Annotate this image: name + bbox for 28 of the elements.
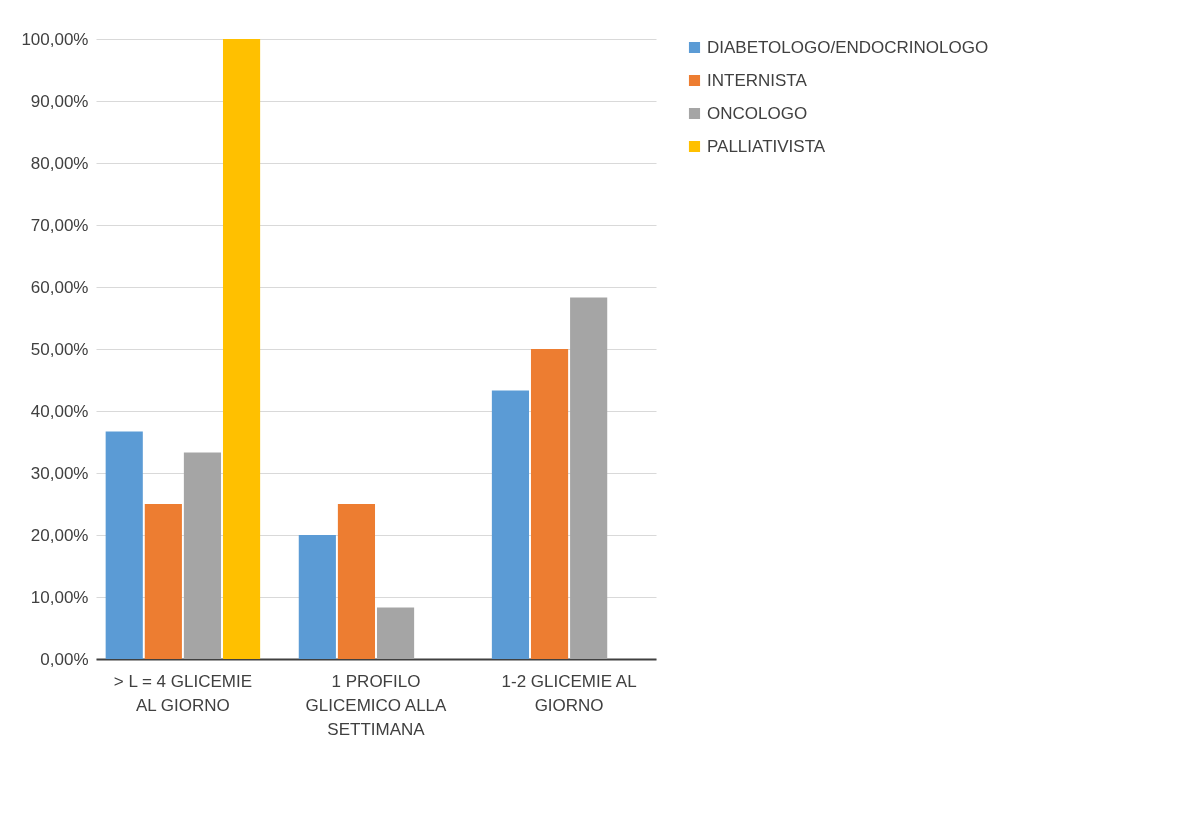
y-tick-label: 20,00% (30, 525, 89, 545)
y-tick-label: 50,00% (30, 339, 89, 359)
bar (183, 452, 222, 659)
x-tick-label: 1 PROFILO GLICEMICO ALLA SETTIMANA (305, 671, 448, 739)
y-tick-label: 30,00% (30, 463, 89, 483)
y-tick-label: 90,00% (30, 91, 89, 111)
y-tick-label: 70,00% (30, 215, 89, 235)
y-tick-label: 0,00% (40, 649, 89, 669)
legend-label: PALLIATIVISTA (707, 136, 826, 156)
y-tick-label: 60,00% (30, 277, 89, 297)
bar (491, 390, 530, 659)
bar (570, 297, 608, 659)
x-tick-label: 1-2 GLICEMIE AL GIORNO (501, 671, 637, 715)
legend-label: ONCOLOGO (707, 103, 808, 123)
bar (144, 504, 182, 659)
x-tick-label: > L = 4 GLICEMIE AL GIORNO (113, 671, 253, 715)
y-tick-label: 80,00% (30, 153, 89, 173)
bar (105, 431, 143, 659)
y-tick-label: 10,00% (30, 587, 89, 607)
y-tick-label: 40,00% (30, 401, 89, 421)
bar (298, 535, 336, 659)
legend-label: INTERNISTA (707, 70, 808, 90)
legend-label: DIABETOLOGO/ENDOCRINOLOGO (707, 37, 989, 57)
bar (222, 39, 261, 659)
bar (337, 504, 376, 659)
bar (530, 349, 569, 659)
bar (376, 607, 415, 659)
y-tick-label: 100,00% (21, 29, 89, 49)
